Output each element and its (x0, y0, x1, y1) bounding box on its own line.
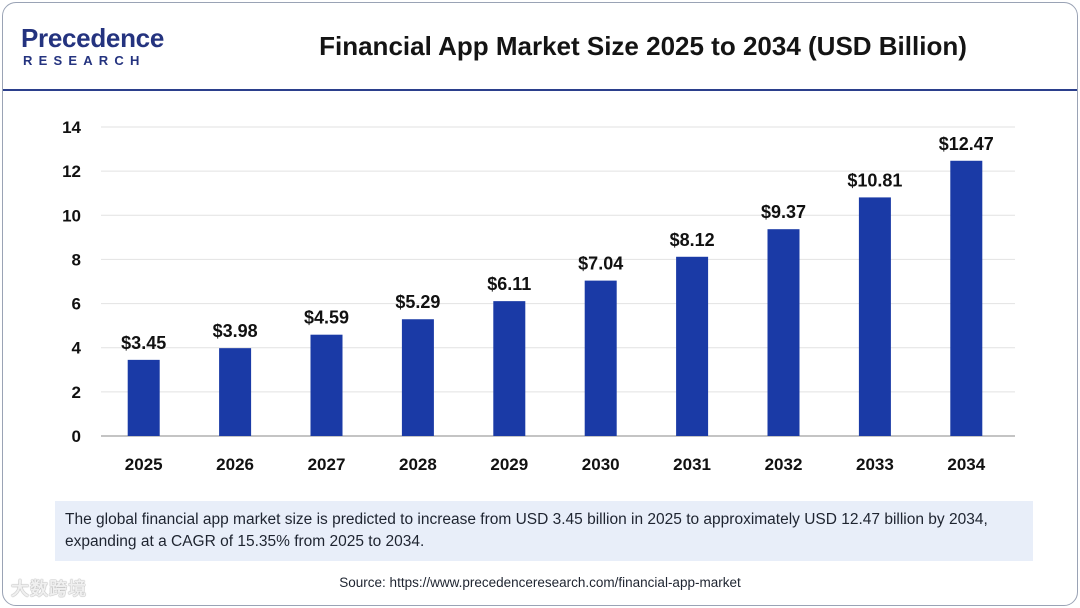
data-label: $8.12 (670, 230, 715, 250)
data-label: $3.98 (213, 321, 258, 341)
bar (767, 229, 800, 436)
x-tick-label: 2025 (125, 455, 163, 474)
bar-chart: 0 2 4 6 8 10 12 14 $3.45 2025 $3.98 2026 $4.59 2027 $5… (62, 118, 1015, 474)
data-label: $5.29 (395, 292, 440, 312)
data-label: $10.81 (847, 170, 902, 190)
bar (676, 256, 709, 436)
y-tick-label: 8 (72, 250, 81, 269)
logo: Precedence RESEARCH (21, 23, 191, 73)
source-citation: Source: https://www.precedenceresearch.c… (339, 575, 741, 590)
data-label: $4.59 (304, 308, 349, 328)
y-tick-label: 2 (72, 383, 81, 402)
bar (401, 319, 434, 436)
bar (310, 334, 343, 436)
watermark: 大数跨境 (11, 579, 87, 599)
x-tick-label: 2034 (947, 455, 985, 474)
x-tick-label: 2032 (765, 455, 803, 474)
logo-wordmark: Precedence (21, 23, 164, 53)
x-tick-label: 2029 (490, 455, 528, 474)
data-label: $9.37 (761, 202, 806, 222)
logo-subtitle: RESEARCH (23, 53, 146, 68)
summary-note: The global financial app market size is … (55, 501, 1033, 561)
bar (858, 197, 891, 436)
data-label: $6.11 (487, 274, 531, 294)
y-tick-label: 12 (62, 162, 81, 181)
data-label: $12.47 (939, 134, 994, 154)
bar (584, 280, 617, 436)
y-tick-label: 4 (72, 339, 82, 358)
bar (127, 359, 160, 436)
bar (493, 301, 526, 436)
data-label: $7.04 (578, 254, 623, 274)
y-tick-label: 6 (72, 295, 81, 314)
x-tick-label: 2031 (673, 455, 711, 474)
y-tick-label: 10 (62, 206, 81, 225)
y-tick-label: 0 (72, 427, 81, 446)
x-tick-label: 2033 (856, 455, 894, 474)
x-tick-label: 2028 (399, 455, 437, 474)
chart-title: Financial App Market Size 2025 to 2034 (… (319, 31, 967, 61)
y-tick-label: 14 (62, 118, 81, 137)
x-tick-label: 2030 (582, 455, 620, 474)
bar (219, 348, 252, 436)
bar (950, 160, 983, 436)
data-label: $3.45 (121, 333, 166, 353)
x-tick-label: 2027 (308, 455, 346, 474)
header: Precedence RESEARCH Financial App Market… (3, 3, 1077, 91)
x-tick-label: 2026 (216, 455, 254, 474)
